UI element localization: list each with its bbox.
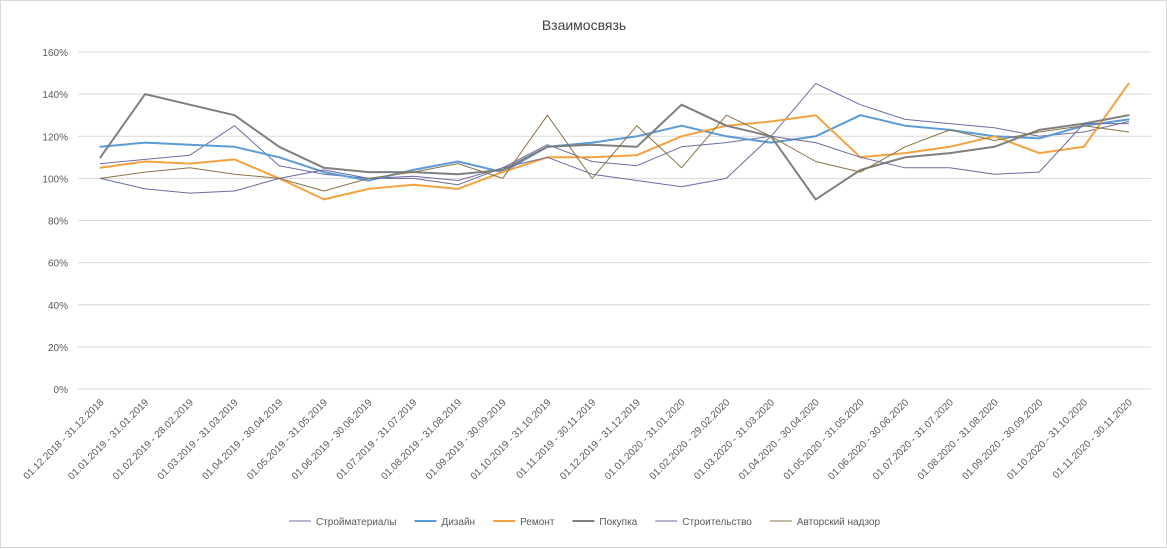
x-tick-label: 01.07.2019 - 31.07.2019 (335, 397, 420, 482)
x-tick-label: 01.08.2019 - 31.08.2019 (379, 397, 464, 482)
y-tick-label: 40% (48, 301, 68, 312)
x-tick-label: 01.10.2019 - 31.10.2019 (469, 397, 554, 482)
legend-label: Стройматериалы (316, 517, 397, 528)
x-tick-label: 01.08.2020 - 31.08.2020 (916, 397, 1001, 482)
x-tick-label: 01.06.2020 - 30.06.2020 (826, 397, 911, 482)
y-axis-ticks: 0% 20% 40% 60% 80% 100% 120% 140% 160% (42, 48, 68, 396)
x-tick-label: 01.06.2019 - 30.06.2019 (290, 397, 375, 482)
x-tick-label: 01.02.2019 - 28.02.2019 (111, 397, 196, 482)
x-tick-label: 01.09.2019 - 30.09.2019 (424, 397, 509, 482)
x-tick-label: 01.01.2019 - 31.01.2019 (66, 397, 151, 482)
x-tick-label: 01.05.2019 - 31.05.2019 (245, 397, 330, 482)
legend: Стройматериалы Дизайн Ремонт Покупка Строите… (288, 517, 881, 528)
x-tick-label: 01.03.2020 - 31.03.2020 (692, 397, 777, 482)
chart-title: Взаимосвязь (542, 17, 626, 33)
y-tick-label: 140% (42, 90, 68, 101)
series-lines (99, 82, 1130, 201)
series-line-5 (99, 123, 1130, 194)
x-tick-label: 01.04.2020 - 30.04.2020 (737, 397, 822, 482)
series-line-3 (99, 82, 1130, 201)
y-tick-label: 0% (54, 385, 69, 396)
legend-label: Строительство (682, 517, 752, 528)
gridlines (78, 51, 1151, 390)
y-tick-label: 160% (42, 48, 68, 59)
series-line-2 (99, 114, 1130, 182)
x-tick-label: 01.11.2020 - 30.11.2020 (1051, 397, 1135, 481)
x-tick-label: 01.02.2020 - 29.02.2020 (648, 397, 733, 482)
legend-label: Покупка (599, 517, 637, 528)
x-tick-label: 01.11.2019 - 30.11.2019 (514, 397, 598, 481)
x-tick-label: 01.10.2020 - 31.10.2020 (1005, 397, 1090, 482)
y-tick-label: 100% (42, 174, 68, 185)
x-tick-label: 01.04.2019 - 30.04.2019 (200, 397, 285, 482)
x-tick-label: 01.12.2018 - 31.12.2018 (22, 397, 107, 482)
x-tick-label: 01.07.2020 - 31.07.2020 (871, 397, 956, 482)
series-line-4 (99, 93, 1130, 201)
series-line-1 (99, 83, 1130, 181)
x-tick-label: 01.12.2019 - 31.12.2019 (558, 397, 643, 482)
x-tick-label: 01.09.2020 - 30.09.2020 (961, 397, 1046, 482)
x-tick-label: 01.03.2019 - 31.03.2019 (156, 397, 241, 482)
legend-label: Авторский надзор (797, 517, 881, 528)
legend-label: Дизайн (441, 517, 475, 528)
y-tick-label: 20% (48, 343, 68, 354)
y-tick-label: 80% (48, 217, 68, 228)
x-tick-label: 01.05.2020 - 31.05.2020 (782, 397, 867, 482)
y-tick-label: 120% (42, 132, 68, 143)
y-tick-label: 60% (48, 259, 68, 270)
x-tick-label: 01.01.2020 - 31.01.2020 (603, 397, 688, 482)
legend-label: Ремонт (520, 517, 555, 528)
series-line-6 (99, 114, 1130, 192)
